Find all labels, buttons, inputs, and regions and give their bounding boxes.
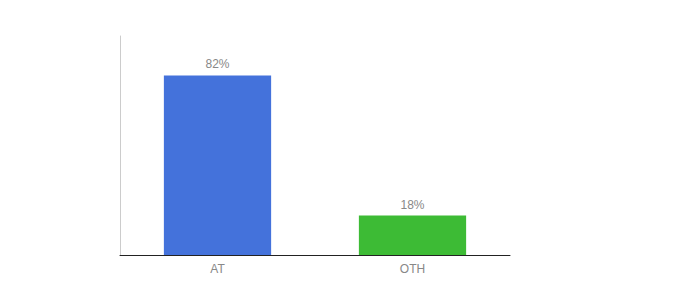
svg-text:OTH: OTH: [400, 262, 425, 276]
svg-text:82%: 82%: [205, 57, 229, 71]
svg-text:AT: AT: [210, 262, 225, 276]
svg-text:18%: 18%: [400, 198, 424, 212]
